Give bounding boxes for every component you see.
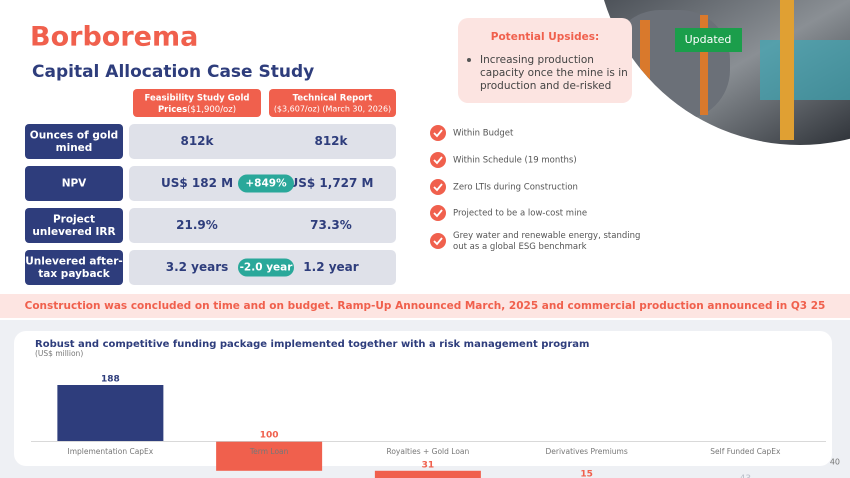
row-value: 3.2 years — [166, 260, 229, 274]
check-mark — [433, 129, 443, 138]
x-tick-label: Derivatives Premiums — [546, 447, 628, 456]
row-label: tax payback — [38, 268, 110, 280]
check-text: Zero LTIs during Construction — [453, 183, 578, 193]
page-number: 40 — [830, 458, 840, 467]
row-value: US$ 182 M — [161, 176, 233, 190]
row-label: Project — [53, 213, 95, 225]
column-header-text: Technical Report — [293, 94, 373, 104]
upsides-title: Potential Upsides: — [491, 31, 599, 43]
check-text: Within Budget — [453, 129, 514, 139]
row-value: 812k — [180, 134, 214, 148]
check-text: out as a global ESG benchmark — [453, 242, 587, 252]
check-icon — [430, 179, 446, 195]
row-label: Ounces of gold — [30, 129, 118, 141]
check-icon — [430, 152, 446, 168]
row-label-box — [25, 208, 123, 243]
row-label-box — [25, 250, 123, 285]
check-text: Projected to be a low-cost mine — [453, 209, 587, 219]
upsides-line: production and de-risked — [480, 80, 611, 92]
x-tick-label: Self Funded CapEx — [710, 447, 781, 456]
change-badge-text: +849% — [245, 178, 287, 190]
row-value: 1.2 year — [303, 260, 358, 274]
x-tick-label: Implementation CapEx — [68, 447, 154, 456]
data-label: 43 — [740, 474, 751, 478]
waterfall-chart: 188 Implementation CapEx 100 Term Loan 31 Roy… — [31, 375, 826, 478]
change-badge-text: -2.0 year — [240, 262, 294, 274]
column-header-note: ($1,900/oz) — [187, 105, 236, 115]
row-label: Unlevered after- — [25, 255, 123, 267]
column-header — [133, 89, 261, 117]
check-icon — [430, 233, 446, 249]
change-badge — [238, 174, 294, 193]
check-text: Grey water and renewable energy, standin… — [453, 231, 640, 241]
title: Borborema — [30, 22, 198, 53]
row-value: US$ 1,727 M — [289, 176, 374, 190]
data-label: 31 — [422, 460, 435, 470]
column-header-line: Prices — [158, 105, 187, 115]
subtitle: Capital Allocation Case Study — [32, 62, 314, 82]
bullet — [467, 58, 471, 62]
bar — [57, 385, 164, 441]
x-tick-label: Royalties + Gold Loan — [386, 447, 469, 456]
updated-badge-text: Updated — [685, 33, 732, 46]
column-header-text: Prices($1,900/oz) — [158, 105, 236, 115]
data-label: 100 — [260, 431, 279, 441]
chart-card — [14, 331, 832, 466]
row-label: unlevered IRR — [32, 226, 115, 238]
column-header-text: Feasibility Study Gold — [145, 94, 250, 104]
upsides-box — [458, 18, 632, 103]
banner — [0, 294, 850, 318]
row-value-box — [129, 124, 396, 159]
row-value: 812k — [314, 134, 348, 148]
change-badge — [238, 258, 294, 277]
check-mark — [433, 237, 443, 246]
row-label-box — [25, 124, 123, 159]
row-label: mined — [56, 142, 93, 154]
data-label: 188 — [101, 375, 120, 385]
check-mark — [433, 183, 443, 192]
row-label: NPV — [62, 178, 87, 190]
data-label: 15 — [580, 470, 593, 478]
column-header — [269, 89, 396, 117]
check-icon — [430, 205, 446, 221]
upsides-line: Increasing production — [480, 54, 594, 66]
column-header-note: ($3,607/oz) (March 30, 2026) — [274, 105, 391, 114]
row-value-box — [129, 208, 396, 243]
row-value: 73.3% — [310, 218, 352, 232]
chart-title: Robust and competitive funding package i… — [35, 339, 589, 350]
check-icon — [430, 125, 446, 141]
check-text: Within Schedule (19 months) — [453, 156, 577, 166]
bar — [374, 470, 481, 478]
checklist: Within Budget Within Schedule (19 months)… — [430, 125, 640, 252]
updated-badge — [675, 28, 742, 52]
chart-subtitle: (US$ million) — [35, 349, 83, 358]
check-mark — [433, 209, 443, 218]
upsides-line: capacity once the mine is in — [480, 67, 628, 79]
row-value: 21.9% — [176, 218, 218, 232]
x-tick-label: Term Loan — [249, 447, 289, 456]
banner-text: Construction was concluded on time and o… — [25, 300, 826, 312]
row-label-box — [25, 166, 123, 201]
check-mark — [433, 156, 443, 165]
bar — [216, 441, 323, 471]
